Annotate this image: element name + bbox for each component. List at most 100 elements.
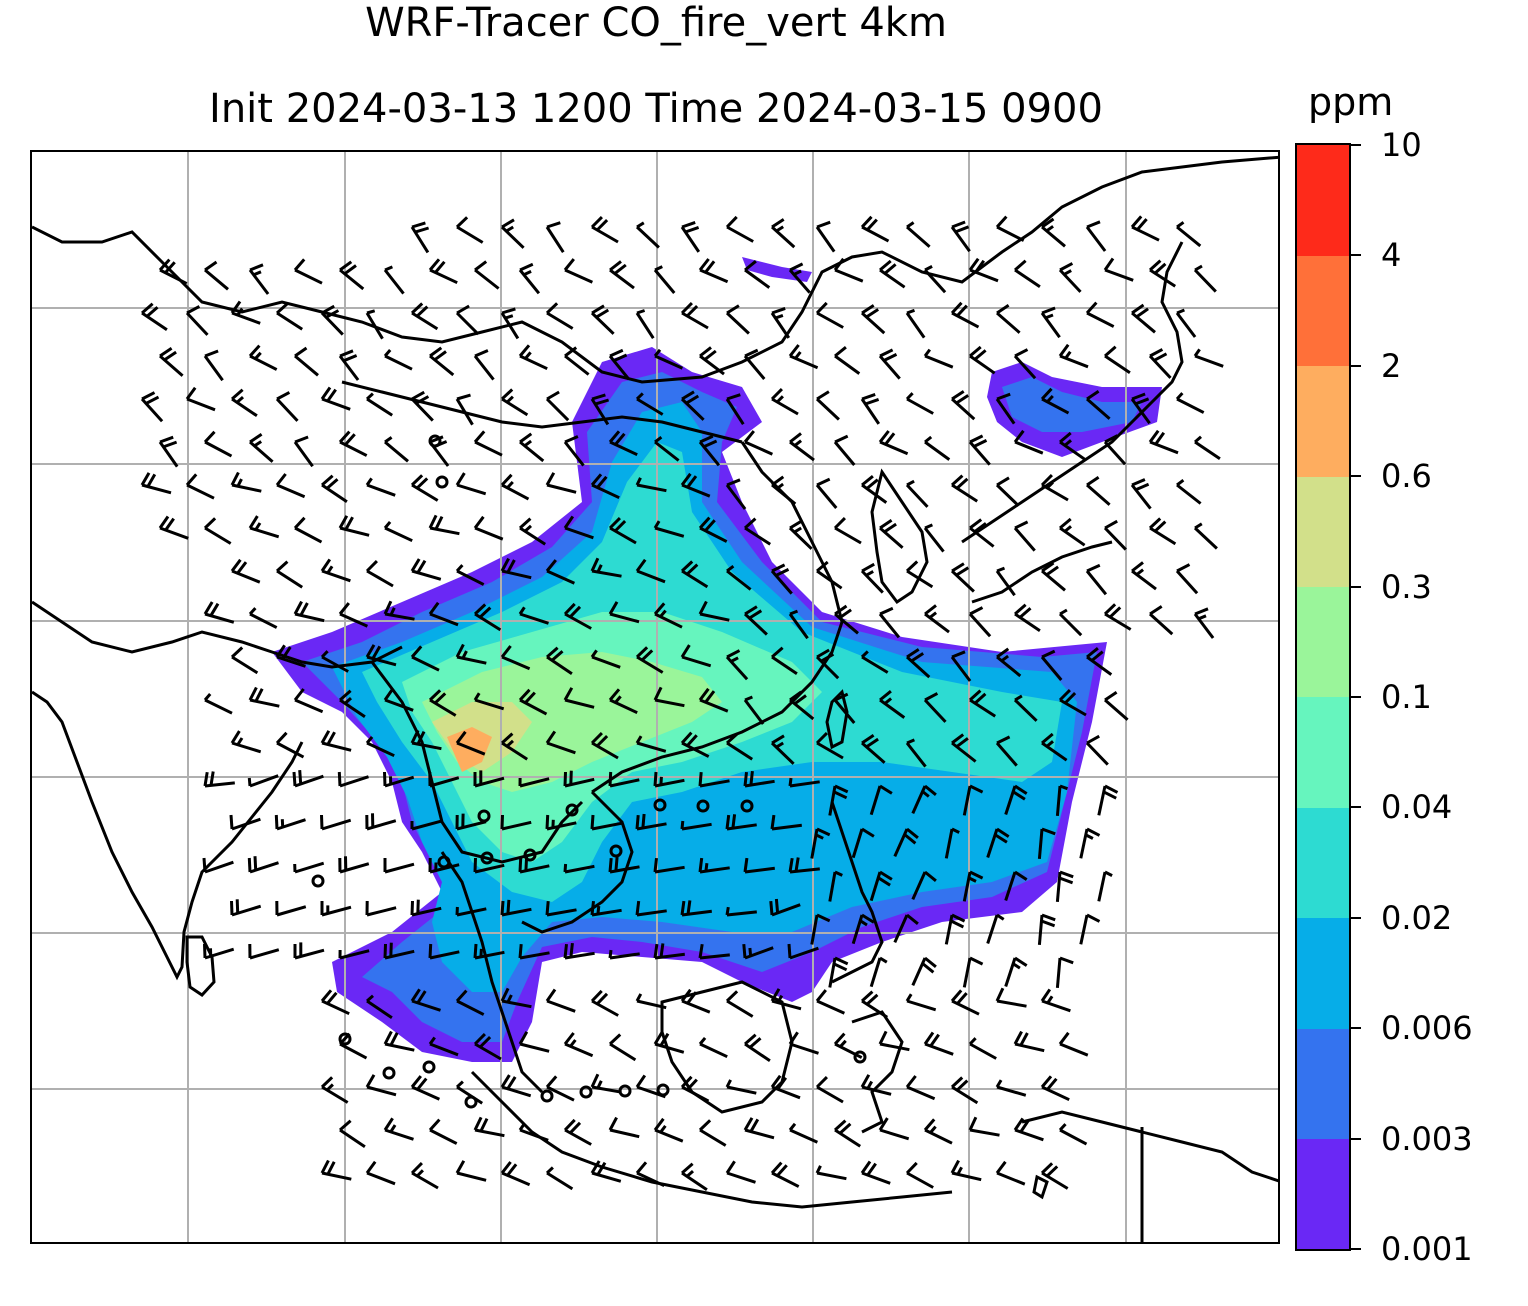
wind-barb-flag	[1086, 475, 1100, 487]
wind-barb-flag	[730, 656, 739, 663]
wind-barb-flag	[590, 216, 603, 229]
wind-barb-shaft	[249, 948, 280, 960]
wind-barb-flag	[1014, 870, 1028, 881]
wind-barb-shaft	[726, 1085, 757, 1095]
wind-barb-shaft	[789, 1042, 819, 1055]
wind-barb-flag	[416, 899, 420, 914]
wind-barb-flag	[506, 395, 514, 404]
wind-barb-flag	[1019, 1119, 1030, 1133]
wind-barb-shaft	[231, 483, 262, 493]
wind-barb-flag	[820, 652, 835, 663]
wind-barb-flag	[725, 990, 739, 1003]
wind-barb-shaft	[1041, 569, 1066, 592]
wind-barb-flag	[698, 771, 703, 787]
wind-barb-flag	[590, 900, 595, 916]
wind-barb-shaft	[860, 311, 886, 335]
wind-barb-flag	[383, 1030, 393, 1045]
wind-barb-flag	[545, 1075, 558, 1088]
wind-barb-shaft	[950, 656, 972, 682]
wind-barb-shaft	[950, 226, 971, 253]
wind-barb-shaft	[1041, 397, 1070, 415]
wind-barb-flag	[365, 392, 374, 401]
calm-wind-circle	[435, 475, 449, 489]
wind-barb-shaft	[159, 526, 189, 540]
wind-barb-shaft	[636, 655, 664, 674]
wind-barb-shaft	[339, 775, 369, 788]
wind-barb-flag	[680, 900, 686, 916]
wind-barb-flag	[815, 1165, 822, 1174]
wind-barb-flag	[523, 270, 532, 277]
wind-barb-shaft	[951, 483, 979, 503]
calm-wind-circle	[311, 874, 325, 888]
wind-barb-shaft	[725, 655, 749, 681]
wind-barb-flag	[524, 856, 529, 871]
wind-barb-flag	[294, 435, 309, 444]
wind-barb-flag	[389, 942, 393, 957]
wind-barb-shaft	[186, 483, 215, 500]
wind-barb-shaft	[564, 1042, 594, 1058]
wind-barb-shaft	[1041, 483, 1069, 502]
wind-barb-shaft	[906, 225, 931, 248]
wind-barb-flag	[789, 690, 803, 702]
wind-barb-flag	[326, 991, 338, 1005]
wind-barb-flag	[500, 388, 514, 401]
wind-barb-shaft	[725, 311, 750, 335]
wind-barb-shaft	[384, 1042, 415, 1052]
wind-barb-shaft	[834, 354, 861, 375]
wind-barb-shaft	[591, 569, 622, 578]
wind-barb-flag	[203, 693, 212, 701]
wind-barb-flag	[788, 344, 800, 357]
colorbar-segment	[1297, 145, 1349, 256]
wind-barb-flag	[883, 697, 893, 705]
wind-barb-flag	[146, 473, 157, 488]
wind-barb-flag	[905, 392, 914, 401]
wind-barb-shaft	[1059, 354, 1089, 369]
wind-barb-shaft	[474, 1128, 505, 1138]
wind-barb-shaft	[834, 526, 862, 545]
wind-barb-flag	[546, 390, 560, 401]
wind-barb-flag	[834, 346, 847, 358]
wind-barb-flag	[473, 1116, 483, 1131]
wind-barb-flag	[879, 259, 892, 272]
wind-barb-flag	[1046, 1165, 1059, 1178]
wind-barb-flag	[1059, 870, 1074, 879]
wind-barb-flag	[654, 265, 663, 272]
wind-barb-shaft	[726, 1171, 756, 1184]
wind-barb-shaft	[654, 778, 685, 788]
wind-barb-shaft	[680, 226, 701, 253]
wind-barb-shaft	[518, 269, 541, 295]
wind-barb-flag	[635, 993, 643, 1002]
wind-barb-shaft	[1175, 312, 1197, 338]
wind-barb-flag	[1134, 397, 1150, 406]
wind-barb-flag	[698, 943, 704, 959]
wind-barb-shaft	[321, 655, 349, 673]
wind-barb-shaft	[276, 818, 306, 831]
wind-barb-flag	[410, 645, 423, 658]
wind-barb-shaft	[1104, 612, 1132, 631]
wind-barb-shaft	[1014, 612, 1041, 633]
wind-barb-flag	[433, 440, 448, 449]
wind-barb-flag	[1041, 306, 1056, 315]
wind-barb-flag	[320, 386, 332, 400]
wind-barb-shaft	[249, 774, 279, 788]
wind-barb-flag	[905, 1161, 918, 1175]
wind-barb-shaft	[636, 569, 666, 584]
wind-barb-shaft	[1059, 526, 1086, 547]
wind-barb-flag	[996, 647, 1010, 659]
wind-barb-flag	[1013, 429, 1025, 443]
wind-barb-flag	[229, 814, 234, 830]
wind-barb-shaft	[429, 698, 457, 717]
wind-barb-flag	[596, 992, 609, 1005]
wind-barb-flag	[1063, 269, 1072, 276]
wind-barb-flag	[1085, 301, 1098, 315]
wind-barb-flag	[834, 434, 849, 444]
wind-barb-flag	[973, 439, 988, 448]
wind-barb-shaft	[429, 950, 460, 960]
calm-wind-circle	[480, 851, 494, 865]
wind-barb-shaft	[789, 946, 819, 960]
wind-barb-shaft	[456, 483, 487, 496]
wind-barb-shaft	[911, 871, 927, 901]
wind-barb-flag	[1012, 962, 1021, 970]
china-west-border	[32, 155, 1278, 384]
wind-barb-flag	[726, 304, 740, 315]
